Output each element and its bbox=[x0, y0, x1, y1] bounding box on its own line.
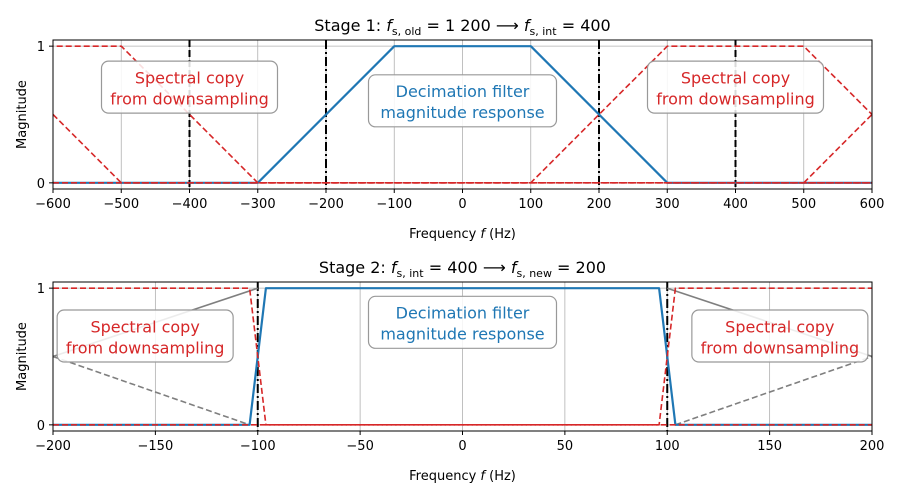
annotation-text: Spectral copy bbox=[725, 317, 834, 336]
plot-area bbox=[53, 40, 872, 189]
annotation-box bbox=[646, 60, 825, 114]
x-tick-label: 400 bbox=[723, 197, 748, 212]
x-axis-label: Frequency f (Hz) bbox=[409, 469, 516, 484]
x-tick-label: 100 bbox=[518, 197, 543, 212]
annotation-box bbox=[56, 309, 234, 363]
y-axis: 01 bbox=[37, 40, 53, 192]
annotation-box bbox=[691, 309, 869, 363]
x-tick-label: 100 bbox=[655, 439, 680, 454]
x-tick-label: −100 bbox=[240, 439, 276, 454]
annotation-text: from downsampling bbox=[701, 338, 860, 357]
annotation-text: Spectral copy bbox=[681, 69, 790, 88]
x-tick-label: 50 bbox=[557, 439, 574, 454]
chart-title: Stage 2: fs, int = 400 ⟶ fs, new = 200 bbox=[319, 258, 606, 280]
y-axis: 01 bbox=[37, 282, 53, 434]
annotation-box bbox=[367, 295, 558, 349]
annotation-red-left: Spectral copy from downsampling bbox=[56, 309, 234, 363]
annotation-text: from downsampling bbox=[110, 90, 269, 109]
series-spectral-copy-left bbox=[53, 45, 872, 184]
series-gray-dashed-left bbox=[53, 355, 250, 426]
annotation-text: magnitude response bbox=[380, 325, 544, 344]
x-tick-label: 150 bbox=[757, 439, 782, 454]
annotation-text: from downsampling bbox=[66, 338, 225, 357]
series-spectral-copy-far-left bbox=[53, 113, 872, 184]
x-tick-label: 0 bbox=[458, 439, 466, 454]
x-tick-label: −500 bbox=[103, 197, 139, 212]
y-tick-label: 1 bbox=[37, 282, 45, 297]
series-spectral-copy-right bbox=[53, 287, 872, 426]
series-gray-dashed-right bbox=[675, 355, 872, 426]
x-tick-label: 600 bbox=[860, 197, 885, 212]
series-spectral-copy-left bbox=[53, 287, 872, 426]
x-tick-label: 200 bbox=[587, 197, 612, 212]
x-axis-label: Frequency f (Hz) bbox=[409, 227, 516, 242]
x-tick-label: −100 bbox=[376, 197, 412, 212]
annotation-text: Spectral copy bbox=[135, 69, 244, 88]
annotation-text: from downsampling bbox=[656, 90, 815, 109]
subplot-1: Spectral copy from downsampling Decimation… bbox=[15, 16, 884, 242]
annotation-blue-center: Decimation filter magnitude response bbox=[367, 74, 558, 128]
annotation-red-left: Spectral copy from downsampling bbox=[100, 60, 279, 114]
chart-title: Stage 1: fs, old = 1 200 ⟶ fs, int = 400 bbox=[314, 16, 610, 38]
y-axis-label: Magnitude bbox=[15, 322, 30, 391]
x-tick-label: −400 bbox=[172, 197, 208, 212]
annotation-red-right: Spectral copy from downsampling bbox=[691, 309, 869, 363]
x-axis: −200 −150 −100 −50 0 50 100 150 200 bbox=[35, 431, 884, 454]
annotation-box bbox=[100, 60, 279, 114]
x-tick-label: −150 bbox=[138, 439, 174, 454]
x-tick-label: −200 bbox=[308, 197, 344, 212]
subplot-2: Spectral copy from downsampling Decimation… bbox=[15, 258, 884, 484]
x-tick-label: 200 bbox=[860, 439, 885, 454]
y-axis-label: Magnitude bbox=[15, 80, 30, 149]
annotation-text: Spectral copy bbox=[90, 317, 199, 336]
annotation-text: magnitude response bbox=[380, 103, 544, 122]
annotation-text: Decimation filter bbox=[396, 82, 530, 101]
y-tick-label: 0 bbox=[37, 419, 45, 434]
y-tick-label: 0 bbox=[37, 177, 45, 192]
x-tick-label: 500 bbox=[791, 197, 816, 212]
x-tick-label: −600 bbox=[35, 197, 71, 212]
annotation-box bbox=[367, 74, 558, 128]
series-spectral-copy-far-right bbox=[803, 113, 872, 184]
x-tick-label: −200 bbox=[35, 439, 71, 454]
annotation-text: Decimation filter bbox=[396, 304, 530, 323]
x-tick-label: 0 bbox=[458, 197, 466, 212]
y-tick-label: 1 bbox=[37, 40, 45, 55]
x-tick-label: −300 bbox=[240, 197, 276, 212]
x-tick-label: 300 bbox=[655, 197, 680, 212]
annotation-red-right: Spectral copy from downsampling bbox=[646, 60, 825, 114]
x-tick-label: −50 bbox=[346, 439, 373, 454]
x-axis: −600 −500 −400 −300 −200 −100 0 100 200 300 400 500… bbox=[35, 189, 884, 212]
annotation-blue-center: Decimation filter magnitude response bbox=[367, 295, 558, 349]
